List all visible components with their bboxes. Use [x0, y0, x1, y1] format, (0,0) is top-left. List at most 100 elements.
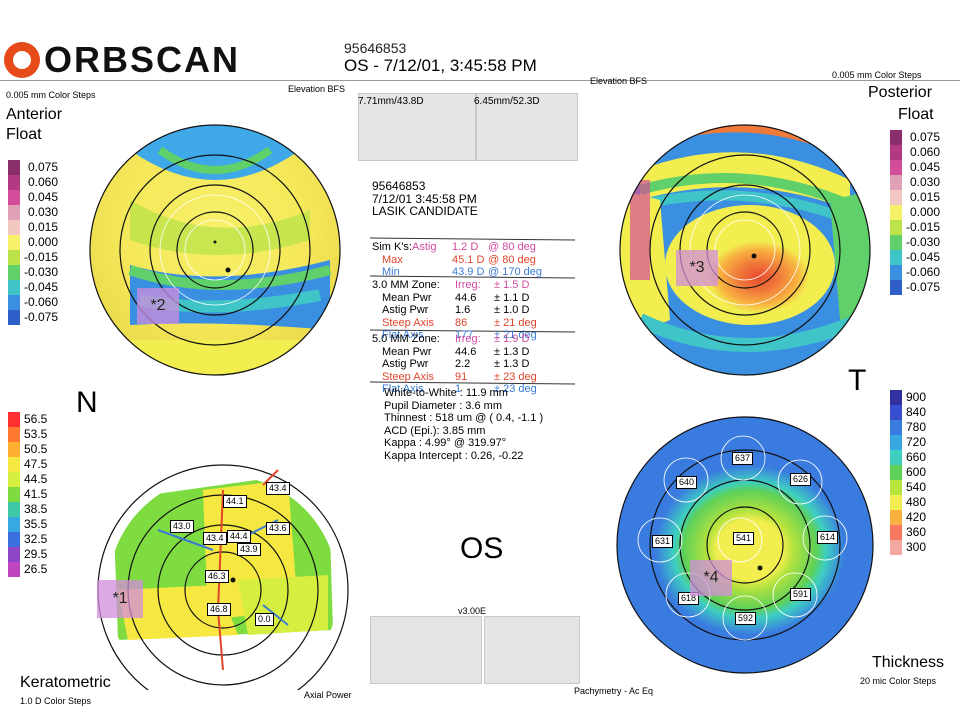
elevation-right-scale-swatch: [890, 205, 902, 220]
thickness-value-2: 640: [676, 476, 698, 489]
zone3-steep-value: 86: [455, 316, 468, 329]
keratometric-center-marker: [230, 577, 236, 583]
anterior-title: Anterior: [6, 106, 63, 123]
elevation-left-scale-label: -0.060: [24, 295, 59, 309]
elevation-left-scale-swatch: [8, 310, 20, 325]
elevation-left-scale-label: 0.075: [28, 160, 59, 174]
zone5-astig-pm: ± 1.3 D: [494, 358, 530, 370]
kera-value-8: 46.3: [205, 570, 229, 583]
zone5-mean-pm: ± 1.3 D: [494, 345, 530, 358]
zone5-flat-pm: ± 23 deg: [494, 383, 537, 395]
keratometric-scale-label: 41.5: [24, 487, 48, 501]
posterior-float-label: Float: [898, 106, 934, 123]
elevation-left-scale-swatch: [8, 265, 20, 280]
posterior-map-label: Elevation BFS: [590, 76, 648, 86]
anterior-pupil-center: [213, 240, 217, 244]
zone3-values: Irreg: 44.6 1.6 86 177: [455, 279, 481, 342]
annotation-marker-1: *1: [97, 580, 143, 618]
software-version: v3.00E: [458, 606, 487, 616]
keratometric-scale-label: 50.5: [24, 442, 48, 456]
white-to-white: White-to-White : 11.9 mm: [384, 387, 508, 399]
thickness-scale-label: 840: [906, 405, 927, 419]
thickness-thinnest-marker: [757, 565, 763, 571]
elevation-right-scale-label: 0.060: [910, 145, 941, 159]
thickness-value-5: 541: [733, 532, 755, 545]
posterior-apex-marker: [751, 253, 757, 259]
elevation-right-scale-label: -0.060: [906, 265, 941, 279]
report-frame: [0, 80, 960, 721]
thickness-sample-circles: [637, 435, 848, 641]
thickness-value-4: 631: [652, 535, 674, 548]
simk-label: Sim K's:: [372, 241, 412, 253]
elevation-left-scale-label: -0.045: [24, 280, 59, 294]
elevation-right-scale-label: 0.075: [910, 130, 941, 144]
anterior-apex-marker: [225, 267, 231, 273]
kera-value-9: 46.8: [207, 603, 231, 616]
bottom-left-box: [370, 616, 482, 684]
anterior-color-steps: 0.005 mm Color Steps: [6, 90, 96, 100]
thickness-scale-swatch: [890, 420, 902, 435]
logo-text: ORBSCAN: [44, 39, 241, 80]
elevation-scale-left: 0.075 0.060 0.045 0.030 0.015 0.000 -0.015 -0.0…: [8, 160, 58, 325]
keratometric-scale-swatch: [8, 502, 20, 517]
kera-value-5: 44.4: [227, 530, 251, 543]
kera-value-2: 43.4: [266, 482, 290, 495]
keratometric-scale-swatch: [8, 427, 20, 442]
bfs-posterior-value: 6.45mm/52.3D: [474, 96, 540, 107]
simk-max-deg: @ 80 deg: [488, 253, 536, 266]
summary-note: LASIK CANDIDATE: [372, 204, 478, 218]
simk-astig-label: Astig: [412, 241, 437, 253]
annotation-marker-3: *3: [676, 250, 718, 286]
zone5-mean-value: 44.6: [455, 345, 477, 358]
keratometric-color-field: [108, 475, 338, 690]
summary-patient-id: 95646853: [372, 179, 426, 193]
zone5-steep-value: 91: [455, 370, 468, 383]
zone3-mean-label: Mean Pwr: [382, 291, 432, 304]
thickness-scale-label: 480: [906, 495, 927, 509]
zone3-heading: 3.0 MM Zone:: [372, 279, 440, 291]
zone5-astig-label: Astig Pwr: [382, 358, 429, 370]
bottom-right-box: [484, 616, 580, 684]
simk-astig-value: 1.2 D: [452, 241, 479, 253]
zone3-pm: ± 1.5 D ± 1.1 D ± 1.0 D ± 21 deg ± 21 de…: [494, 279, 537, 342]
posterior-rings: [619, 124, 871, 376]
simk-min-deg: @ 170 deg: [488, 266, 542, 278]
elevation-right-scale-label: 0.045: [910, 160, 941, 174]
posterior-color-steps: 0.005 mm Color Steps: [832, 70, 922, 80]
elevation-right-scale-swatch: [890, 220, 902, 235]
elevation-left-scale-label: 0.015: [28, 220, 59, 234]
zone5-irreg-label: Irreg:: [455, 333, 481, 345]
elevation-left-scale-swatch: [8, 220, 20, 235]
elevation-right-scale-swatch: [890, 250, 902, 265]
thickness-scale-label: 780: [906, 420, 927, 434]
elevation-left-scale-swatch: [8, 295, 20, 310]
zone3-irreg-label: Irreg:: [455, 279, 481, 291]
keratometric-scale-label: 26.5: [24, 562, 48, 576]
thickness-scale-label: 540: [906, 480, 927, 494]
anterior-white-rings: [159, 194, 271, 306]
elevation-right-scale-swatch: [890, 280, 902, 295]
elevation-left-scale-swatch: [8, 235, 20, 250]
keratometric-scale-label: 38.5: [24, 502, 48, 516]
keratometric-scale-label: 35.5: [24, 517, 48, 531]
posterior-color-field: [620, 125, 870, 375]
thickness-color-steps: 20 mic Color Steps: [860, 676, 937, 686]
simk-min-label: Min: [382, 266, 400, 278]
thickness-scale-swatch: [890, 540, 902, 555]
elevation-right-scale-label: 0.000: [910, 205, 941, 219]
thickness-value-9: 592: [735, 612, 757, 625]
thickness-scale: 900 840 780 720 660 600 540 480 420 360 300: [890, 390, 926, 555]
zone3-mean-value: 44.6: [455, 291, 477, 304]
keratometric-map-label: Axial Power: [304, 690, 352, 700]
zone3-mean-pm: ± 1.1 D: [494, 291, 530, 304]
simk-min-value: 43.9 D: [452, 266, 485, 278]
elevation-right-scale-label: -0.030: [906, 235, 941, 249]
pupil-diameter: Pupil Diameter : 3.6 mm: [384, 399, 502, 412]
thickness-scale-label: 720: [906, 435, 927, 449]
elevation-right-scale-swatch: [890, 160, 902, 175]
thickness-scale-swatch: [890, 450, 902, 465]
zone5-flat-label: Flat Axis: [382, 383, 424, 395]
elevation-left-scale-label: 0.045: [28, 190, 59, 204]
elevation-left-scale-label: 0.030: [28, 205, 59, 219]
elevation-right-scale-label: 0.015: [910, 190, 941, 204]
